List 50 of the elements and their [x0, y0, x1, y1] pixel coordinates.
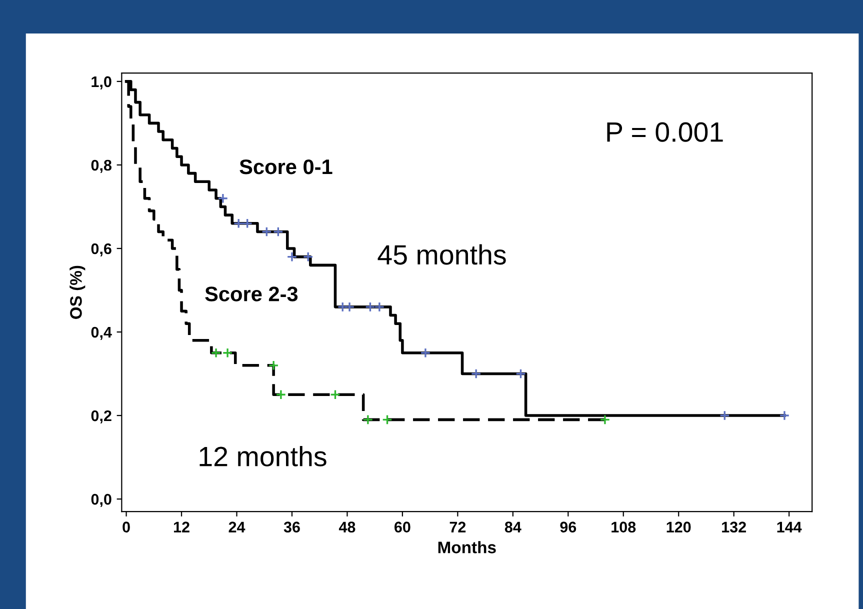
point [261, 226, 272, 237]
x-tick-label: 60 [394, 522, 410, 533]
annotation: 12 months [200, 446, 326, 466]
x-tick-label: 144 [777, 522, 802, 532]
point [276, 389, 286, 400]
point [779, 410, 790, 421]
series-label: Score 0-1 [240, 159, 332, 174]
point [365, 302, 376, 312]
point [516, 368, 526, 379]
point [374, 302, 385, 312]
point [222, 348, 233, 358]
x-tick-label: 0 [122, 522, 130, 533]
point [272, 226, 284, 237]
x-tick-label: 48 [338, 522, 356, 533]
annotation: 45 months [378, 244, 506, 265]
y-tick-label: 1,0 [92, 76, 112, 90]
y-tick-label: 0,2 [91, 410, 112, 424]
point [210, 348, 222, 358]
point [382, 414, 392, 425]
y-tick-label: 0,8 [91, 160, 112, 173]
point [600, 414, 610, 425]
point [337, 302, 348, 312]
y-tick-label: 0,4 [91, 326, 112, 340]
point [344, 302, 355, 312]
x-tick-label: 120 [666, 522, 691, 533]
x-tick-label: 108 [612, 522, 636, 533]
x-tick-label: 132 [722, 522, 746, 533]
point [302, 252, 314, 262]
annotation: P = 0.001 [607, 122, 723, 142]
x-axis-title: Months [438, 541, 496, 554]
x-tick-label: 36 [284, 522, 300, 533]
x-tick-label: 24 [228, 522, 246, 532]
point [218, 193, 228, 204]
point [242, 218, 253, 229]
point [268, 360, 279, 371]
point [233, 218, 244, 229]
series-label: Score 2-3 [205, 286, 298, 302]
point [470, 368, 482, 379]
point [420, 348, 431, 358]
y-axis-title: OS (%) [70, 266, 86, 319]
x-tick-label: 72 [450, 522, 466, 532]
y-tick-label: 0,6 [91, 243, 112, 256]
x-tick-label: 96 [560, 522, 576, 533]
point [362, 414, 374, 425]
x-tick-label: 84 [504, 522, 522, 533]
point [286, 252, 298, 262]
point [330, 389, 340, 400]
y-tick-label: 0,0 [91, 494, 112, 507]
point [719, 410, 730, 421]
x-tick-label: 12 [174, 522, 190, 532]
